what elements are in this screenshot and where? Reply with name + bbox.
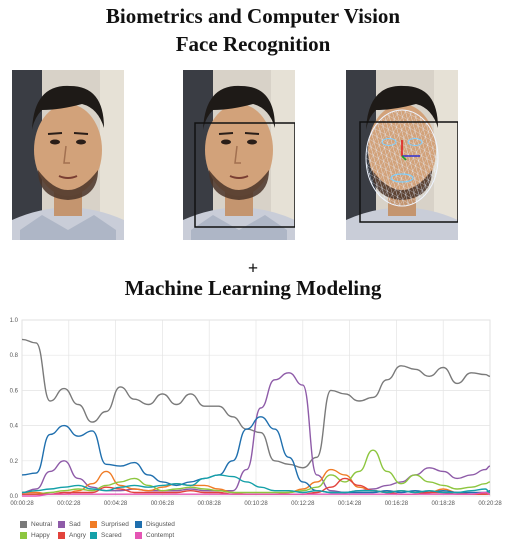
legend-swatch [90,521,97,528]
y-tick-label: 0.4 [10,424,19,430]
legend-swatch [90,532,97,539]
x-tick-label: 00:06:28 [151,501,175,507]
legend-label: Contempt [146,532,175,539]
plus-sign: + [247,258,259,278]
emotion-line-chart: 0.0 0.2 0.4 0.6 0.8 1.0 00:00:28 00:02:28 00:04:… [10,318,503,507]
x-tick-label: 00:16:28 [385,501,409,507]
legend-label: Happy [31,532,50,539]
legend-item-neutral: Neutral [20,521,52,528]
x-tick-label: 00:00:28 [10,501,34,507]
emotion-chart: 0.0 0.2 0.4 0.6 0.8 1.0 00:00:28 00:02:28 00:04:… [0,305,506,550]
legend-item-surprised: Surprised [90,521,129,528]
x-tick-label: 00:08:28 [198,501,222,507]
face-detection-photo [183,70,295,240]
face-bounding-box [359,121,458,223]
y-tick-label: 0.2 [10,459,19,465]
legend-label: Scared [101,532,122,539]
legend-item-happy: Happy [20,532,50,539]
series-line-contempt [22,491,491,497]
legend-label: Sad [69,521,81,528]
legend-swatch [58,521,65,528]
x-tick-label: 00:02:28 [57,501,81,507]
legend-swatch [135,521,142,528]
legend-swatch [58,532,65,539]
legend-swatch [20,532,27,539]
legend-item-contempt: Contempt [135,532,174,539]
x-tick-label: 00:04:28 [104,501,128,507]
face-landmark-photo [346,70,458,240]
legend-item-disgusted: Disgusted [135,521,175,528]
legend-label: Surprised [101,521,129,528]
raw-face-photo [12,70,124,240]
legend-label: Neutral [31,521,52,528]
x-tick-label: 00:12:28 [291,501,315,507]
y-tick-label: 0.8 [10,353,19,359]
title-line-2: Face Recognition [175,32,331,56]
y-tick-label: 1.0 [10,318,19,324]
landmark-mesh [365,109,439,207]
x-tick-label: 00:18:28 [432,501,456,507]
legend-swatch [20,521,27,528]
series-line-disgusted [21,416,491,494]
x-tick-label: 00:14:28 [338,501,362,507]
series-line-scared [21,474,491,494]
x-tick-label: 00:10:28 [244,501,268,507]
legend-item-sad: Sad [58,521,81,528]
title-line-1: Biometrics and Computer Vision [105,4,401,28]
legend-item-angry: Angry [58,532,86,539]
title-line-3: Machine Learning Modeling [124,276,382,300]
y-tick-label: 0.6 [10,388,19,394]
series-line-happy [21,449,491,495]
legend-swatch [135,532,142,539]
legend-label: Disgusted [146,521,175,528]
legend-label: Angry [69,532,86,539]
y-tick-label: 0.0 [10,494,19,500]
x-tick-label: 00:20:28 [478,501,502,507]
face-bounding-box [194,122,295,228]
series-line-neutral [21,338,491,469]
legend-item-scared: Scared [90,532,122,539]
